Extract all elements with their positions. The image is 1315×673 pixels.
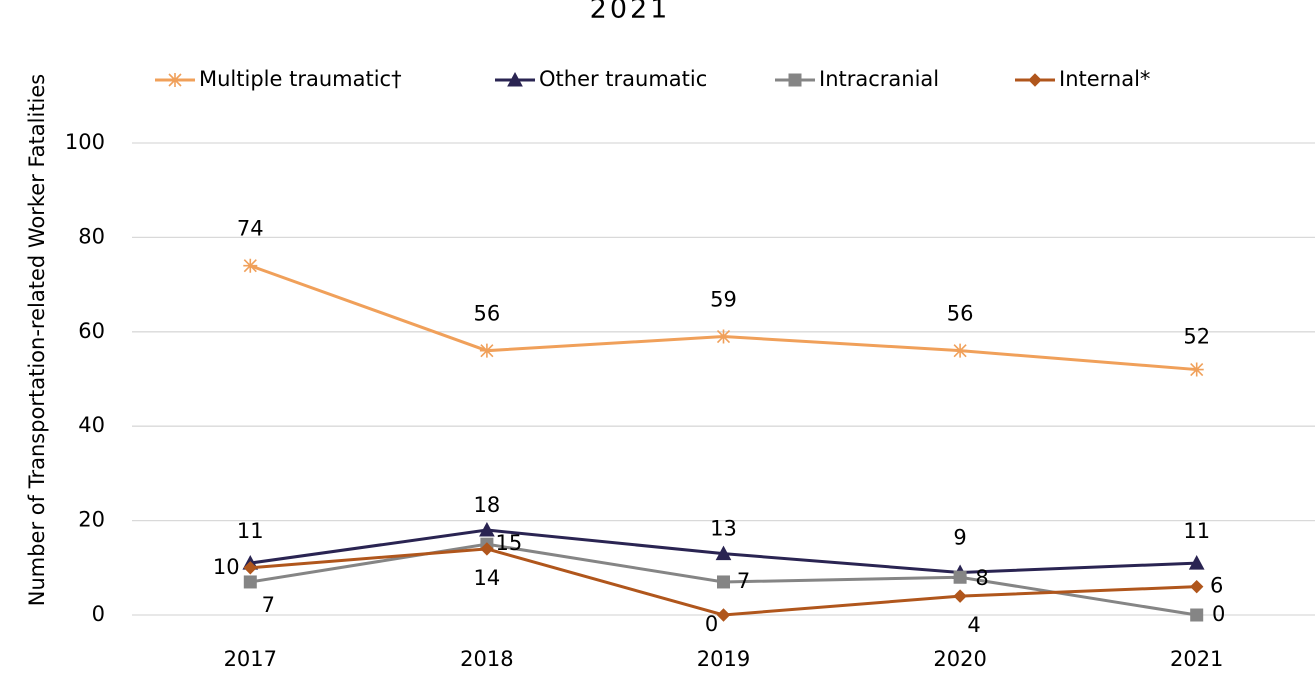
data-point (479, 343, 494, 358)
x-tick-label: 2021 (1170, 647, 1223, 671)
y-tick-label: 20 (78, 508, 105, 532)
legend-label: Intracranial (819, 67, 939, 91)
x-tick-label: 2019 (697, 647, 750, 671)
y-tick-label: 100 (65, 130, 105, 154)
data-point (953, 589, 967, 603)
series-line (249, 264, 1197, 372)
data-label: 0 (1212, 602, 1225, 626)
data-label: 7 (262, 593, 275, 617)
legend-marker (507, 71, 523, 87)
data-label: 11 (237, 519, 264, 543)
data-label: 52 (1183, 325, 1210, 349)
y-tick-label: 60 (78, 319, 105, 343)
data-point (953, 343, 968, 358)
data-point (716, 608, 731, 622)
data-point (243, 575, 257, 589)
data-label: 13 (710, 517, 737, 541)
data-point (717, 575, 730, 589)
chart-title: 2021 (590, 0, 671, 25)
data-point (243, 258, 258, 273)
data-point (953, 570, 967, 584)
data-point (1189, 362, 1204, 377)
data-label: 6 (1210, 574, 1223, 598)
data-label: 7 (737, 569, 750, 593)
data-label: 11 (1183, 519, 1210, 543)
legend-label: Multiple traumatic† (199, 67, 402, 91)
x-tick-label: 2017 (224, 647, 277, 671)
data-label: 14 (474, 566, 501, 590)
legend-marker (1028, 73, 1042, 87)
legend-label: Other traumatic (539, 67, 707, 91)
legend-marker (788, 73, 802, 87)
y-tick-label: 40 (78, 413, 105, 437)
data-point (715, 545, 732, 561)
data-point (480, 542, 494, 556)
legend-marker (168, 73, 182, 87)
data-label: 18 (474, 493, 501, 517)
data-point (243, 561, 258, 575)
data-point (1188, 555, 1205, 570)
data-label: 4 (967, 613, 980, 637)
y-tick-label: 80 (78, 224, 105, 248)
data-point (1189, 579, 1204, 594)
x-tick-label: 2018 (460, 647, 513, 671)
data-label: 56 (474, 302, 501, 326)
y-axis-label: Number of Transportation-related Worker … (25, 74, 49, 607)
data-label: 59 (710, 288, 737, 312)
x-tick-label: 2020 (933, 647, 986, 671)
data-label: 56 (947, 302, 974, 326)
data-label: 74 (237, 217, 264, 241)
y-tick-label: 0 (92, 602, 105, 626)
data-label: 10 (213, 555, 240, 579)
legend-label: Internal* (1059, 67, 1150, 91)
data-label: 8 (975, 566, 988, 590)
data-point (716, 329, 731, 344)
data-point (1190, 608, 1204, 622)
data-label: 0 (705, 612, 718, 636)
data-label: 9 (953, 526, 966, 550)
data-point (479, 521, 495, 537)
